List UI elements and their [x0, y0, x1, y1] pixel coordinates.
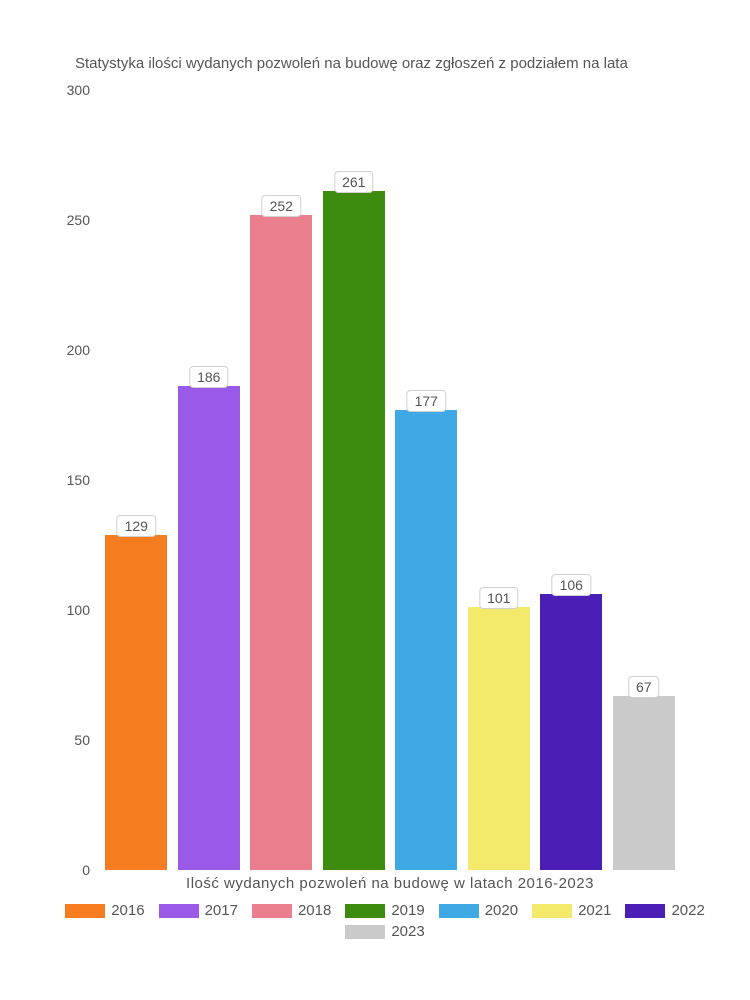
data-label-2016: 129: [117, 515, 156, 537]
legend-swatch: [345, 904, 385, 918]
legend-label: 2016: [111, 902, 144, 919]
legend-label: 2018: [298, 902, 331, 919]
y-tick: 200: [50, 342, 90, 358]
bar-2017: [178, 386, 240, 870]
legend-item-2022: 2022: [625, 902, 704, 919]
legend-item-2018: 2018: [252, 902, 331, 919]
data-label-2020: 177: [407, 390, 446, 412]
legend: 2016 2017 2018 2019 2020 2021 2022 2023: [60, 902, 710, 940]
legend-swatch: [345, 925, 385, 939]
bar-2023: [613, 696, 675, 870]
chart-container: Statystyka ilości wydanych pozwoleń na b…: [0, 0, 750, 1000]
plot-area: 129 186 252 261 177 101 106 67: [100, 90, 680, 870]
bar-2016: [105, 535, 167, 870]
legend-item-2023: 2023: [345, 923, 424, 940]
bar-2020: [395, 410, 457, 870]
legend-label: 2019: [391, 902, 424, 919]
y-axis: 050100150200250300: [60, 90, 100, 870]
legend-label: 2022: [671, 902, 704, 919]
legend-label: 2023: [391, 923, 424, 940]
chart-title: Statystyka ilości wydanych pozwoleń na b…: [75, 55, 720, 72]
legend-item-2019: 2019: [345, 902, 424, 919]
data-label-2017: 186: [189, 366, 228, 388]
bar-2019: [323, 191, 385, 870]
legend-swatch: [625, 904, 665, 918]
legend-item-2020: 2020: [439, 902, 518, 919]
bar-2022: [540, 594, 602, 870]
data-label-2021: 101: [479, 587, 518, 609]
y-tick: 100: [50, 602, 90, 618]
y-tick: 250: [50, 212, 90, 228]
bar-2021: [468, 607, 530, 870]
data-label-2022: 106: [552, 574, 591, 596]
legend-swatch: [532, 904, 572, 918]
legend-swatch: [65, 904, 105, 918]
legend-item-2021: 2021: [532, 902, 611, 919]
legend-swatch: [439, 904, 479, 918]
data-label-2023: 67: [628, 676, 660, 698]
y-tick: 300: [50, 82, 90, 98]
y-tick: 0: [50, 862, 90, 878]
legend-label: 2017: [205, 902, 238, 919]
data-label-2018: 252: [262, 195, 301, 217]
legend-swatch: [159, 904, 199, 918]
legend-label: 2020: [485, 902, 518, 919]
legend-item-2017: 2017: [159, 902, 238, 919]
x-axis-label: Ilość wydanych pozwoleń na budowę w lata…: [100, 875, 680, 892]
y-tick: 50: [50, 732, 90, 748]
legend-label: 2021: [578, 902, 611, 919]
bar-2018: [250, 215, 312, 870]
y-tick: 150: [50, 472, 90, 488]
data-label-2019: 261: [334, 171, 373, 193]
legend-swatch: [252, 904, 292, 918]
legend-item-2016: 2016: [65, 902, 144, 919]
